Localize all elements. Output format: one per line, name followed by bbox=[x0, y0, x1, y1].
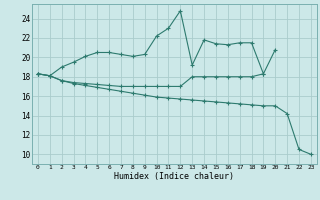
X-axis label: Humidex (Indice chaleur): Humidex (Indice chaleur) bbox=[115, 172, 234, 181]
